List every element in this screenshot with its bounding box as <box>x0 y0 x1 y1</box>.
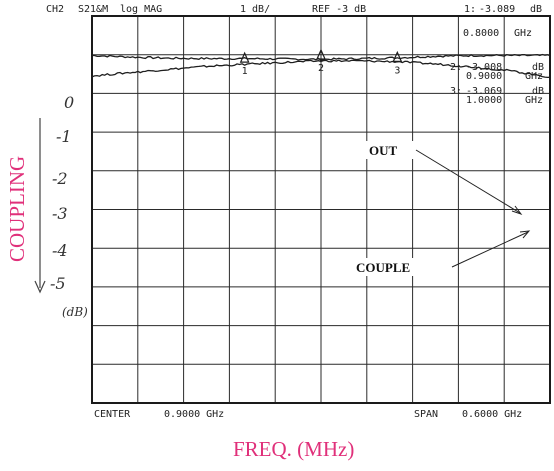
out-label-box <box>366 141 416 159</box>
trace-layer <box>91 53 551 79</box>
y-tick-label: -2 <box>52 169 68 188</box>
marker-1-unit: dB <box>530 4 542 15</box>
scale-label: 1 dB/ <box>240 4 270 15</box>
y-tick-label: -1 <box>56 127 72 146</box>
y-tick-label: -5 <box>50 274 66 293</box>
center-value: 0.9000 GHz <box>164 409 224 420</box>
marker-1-freq-unit: GHz <box>514 28 532 39</box>
marker-3-unit: dB <box>532 86 544 97</box>
couple-arrow-icon <box>519 230 531 239</box>
marker-readout-2: 2: -3.008 dB 0.9000 GHz <box>450 62 544 82</box>
marker-layer: 1 2 3 <box>239 48 403 77</box>
span-label: SPAN <box>414 409 438 420</box>
y-axis-arrow-head-icon <box>34 280 46 294</box>
marker-2-unit: dB <box>532 62 544 73</box>
measurement-label: S21&M <box>78 4 108 15</box>
marker-2-value: -3.008 <box>466 62 502 73</box>
y-axis-title: COUPLING <box>5 156 29 262</box>
marker-3-label: 3: <box>450 86 462 97</box>
y-tick-label: -4 <box>52 241 68 260</box>
y-tick-label: 0 <box>64 93 74 112</box>
marker-readout-3: 3: -3.069 dB 1.0000 GHz <box>450 86 544 106</box>
reference-label: REF -3 dB <box>312 4 366 15</box>
marker-2-freq: 0.9000 <box>466 71 502 82</box>
marker-3-value: -3.069 <box>466 86 502 97</box>
series-line-couple <box>91 59 551 79</box>
marker-3-freq: 1.0000 <box>466 95 502 106</box>
out-leader-line <box>415 149 521 214</box>
out-label: OUT <box>369 143 398 158</box>
marker-1-number: 1 <box>242 66 248 77</box>
marker-2-icon <box>316 48 326 60</box>
plot-grid <box>92 16 550 403</box>
couple-leader-line <box>451 231 529 268</box>
couple-label: COUPLE <box>356 260 410 275</box>
out-arrow-icon <box>511 205 523 215</box>
x-axis-title: FREQ. (MHz) <box>233 437 354 461</box>
y-unit-label: (dB) <box>62 305 88 319</box>
marker-3-freq-unit: GHz <box>525 95 543 106</box>
marker-3-number: 3 <box>394 65 400 76</box>
center-label: CENTER <box>94 409 131 420</box>
y-tick-label: -3 <box>52 204 68 223</box>
marker-1-label: 1: <box>464 4 476 15</box>
plot-frame <box>91 15 551 404</box>
marker-2-label: 2: <box>450 62 462 73</box>
marker-1-icon <box>239 51 250 63</box>
marker-readout-1: 1: -3.089 dB 0.8000 GHz <box>463 4 542 39</box>
span-value: 0.6000 GHz <box>462 409 522 420</box>
couple-label-box <box>352 258 454 276</box>
marker-3-icon <box>392 50 403 62</box>
series-line-out <box>92 53 551 62</box>
marker-1-freq: 0.8000 <box>463 28 499 39</box>
channel-label: CH2 <box>46 4 64 15</box>
marker-2-number: 2 <box>318 63 324 74</box>
format-label: log MAG <box>120 4 162 15</box>
marker-1-value: -3.089 <box>479 4 515 15</box>
marker-2-freq-unit: GHz <box>525 71 543 82</box>
